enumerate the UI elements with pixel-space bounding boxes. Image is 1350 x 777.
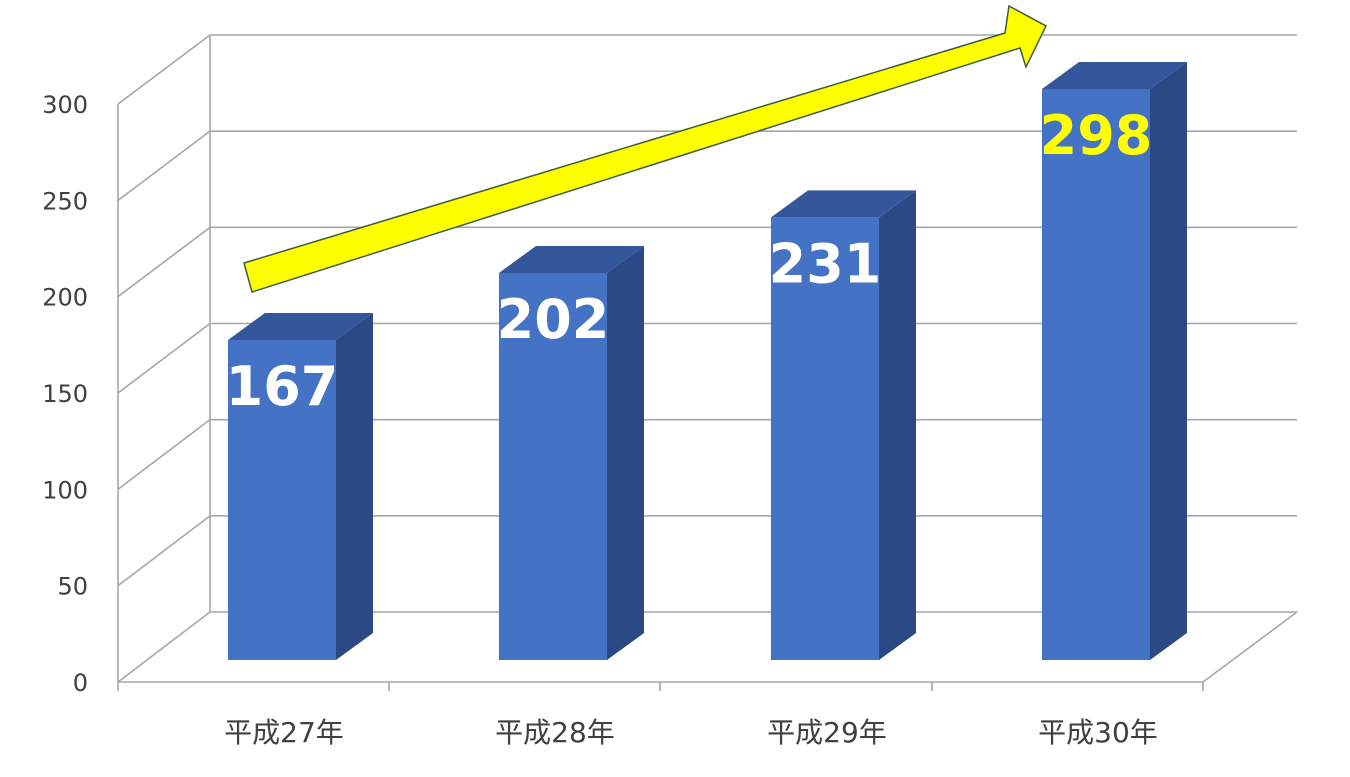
y-tick-label-100: 100 [42, 476, 88, 504]
y-tick-label-50: 50 [57, 573, 88, 601]
y-axis-ticks: 0 50 100 150 200 250 300 [42, 91, 88, 697]
bar-top-平成29年 [771, 190, 916, 218]
data-label-平成29年: 231 [769, 232, 882, 295]
bar-平成30年 [1042, 62, 1187, 660]
bar-top-平成30年 [1042, 62, 1187, 89]
gridline-side-300 [117, 34, 211, 105]
bar-front-平成27年 [228, 340, 336, 660]
bar-front-平成28年 [499, 272, 607, 660]
data-labels: 167 202 231 298 [226, 104, 1153, 418]
bar-top-平成27年 [228, 313, 373, 341]
y-tick-label-200: 200 [42, 284, 88, 312]
gridline-side-0 [117, 611, 211, 683]
bar-平成29年 [771, 190, 916, 660]
data-label-平成30年: 298 [1040, 104, 1153, 167]
gridline-side-150 [117, 322, 211, 394]
floor-right-edge [1202, 611, 1298, 683]
bar-front-平成29年 [771, 217, 879, 660]
gridline-side-250 [117, 130, 211, 201]
bar-side-平成28年 [607, 245, 644, 661]
grid-layer [117, 34, 1298, 691]
bars [228, 62, 1187, 661]
y-tick-label-150: 150 [42, 380, 88, 408]
y-tick-label-250: 250 [42, 187, 88, 215]
x-category-label-3: 平成30年 [1038, 716, 1158, 749]
bar-front-平成30年 [1042, 89, 1150, 660]
trend-arrow [243, 4, 1047, 293]
bar-top-平成28年 [499, 245, 644, 273]
y-tick-label-0: 0 [73, 669, 88, 697]
bar-平成28年 [499, 245, 644, 661]
bar-side-平成29年 [879, 190, 916, 660]
x-category-label-2: 平成29年 [767, 716, 887, 749]
bar-side-平成27年 [336, 313, 373, 660]
gridline-side-100 [117, 419, 211, 490]
gridline-side-200 [117, 226, 211, 298]
trend-arrow-layer [243, 4, 1047, 293]
y-tick-label-300: 300 [42, 91, 88, 119]
data-label-平成27年: 167 [226, 355, 339, 418]
data-label-平成28年: 202 [497, 288, 610, 351]
bar-平成27年 [228, 313, 373, 660]
gridline-side-50 [117, 515, 211, 587]
x-category-label-1: 平成28年 [495, 716, 615, 749]
x-axis-categories: 平成27年 平成28年 平成29年 平成30年 [224, 716, 1158, 749]
bar-side-平成30年 [1150, 62, 1187, 660]
x-category-label-0: 平成27年 [224, 716, 344, 749]
